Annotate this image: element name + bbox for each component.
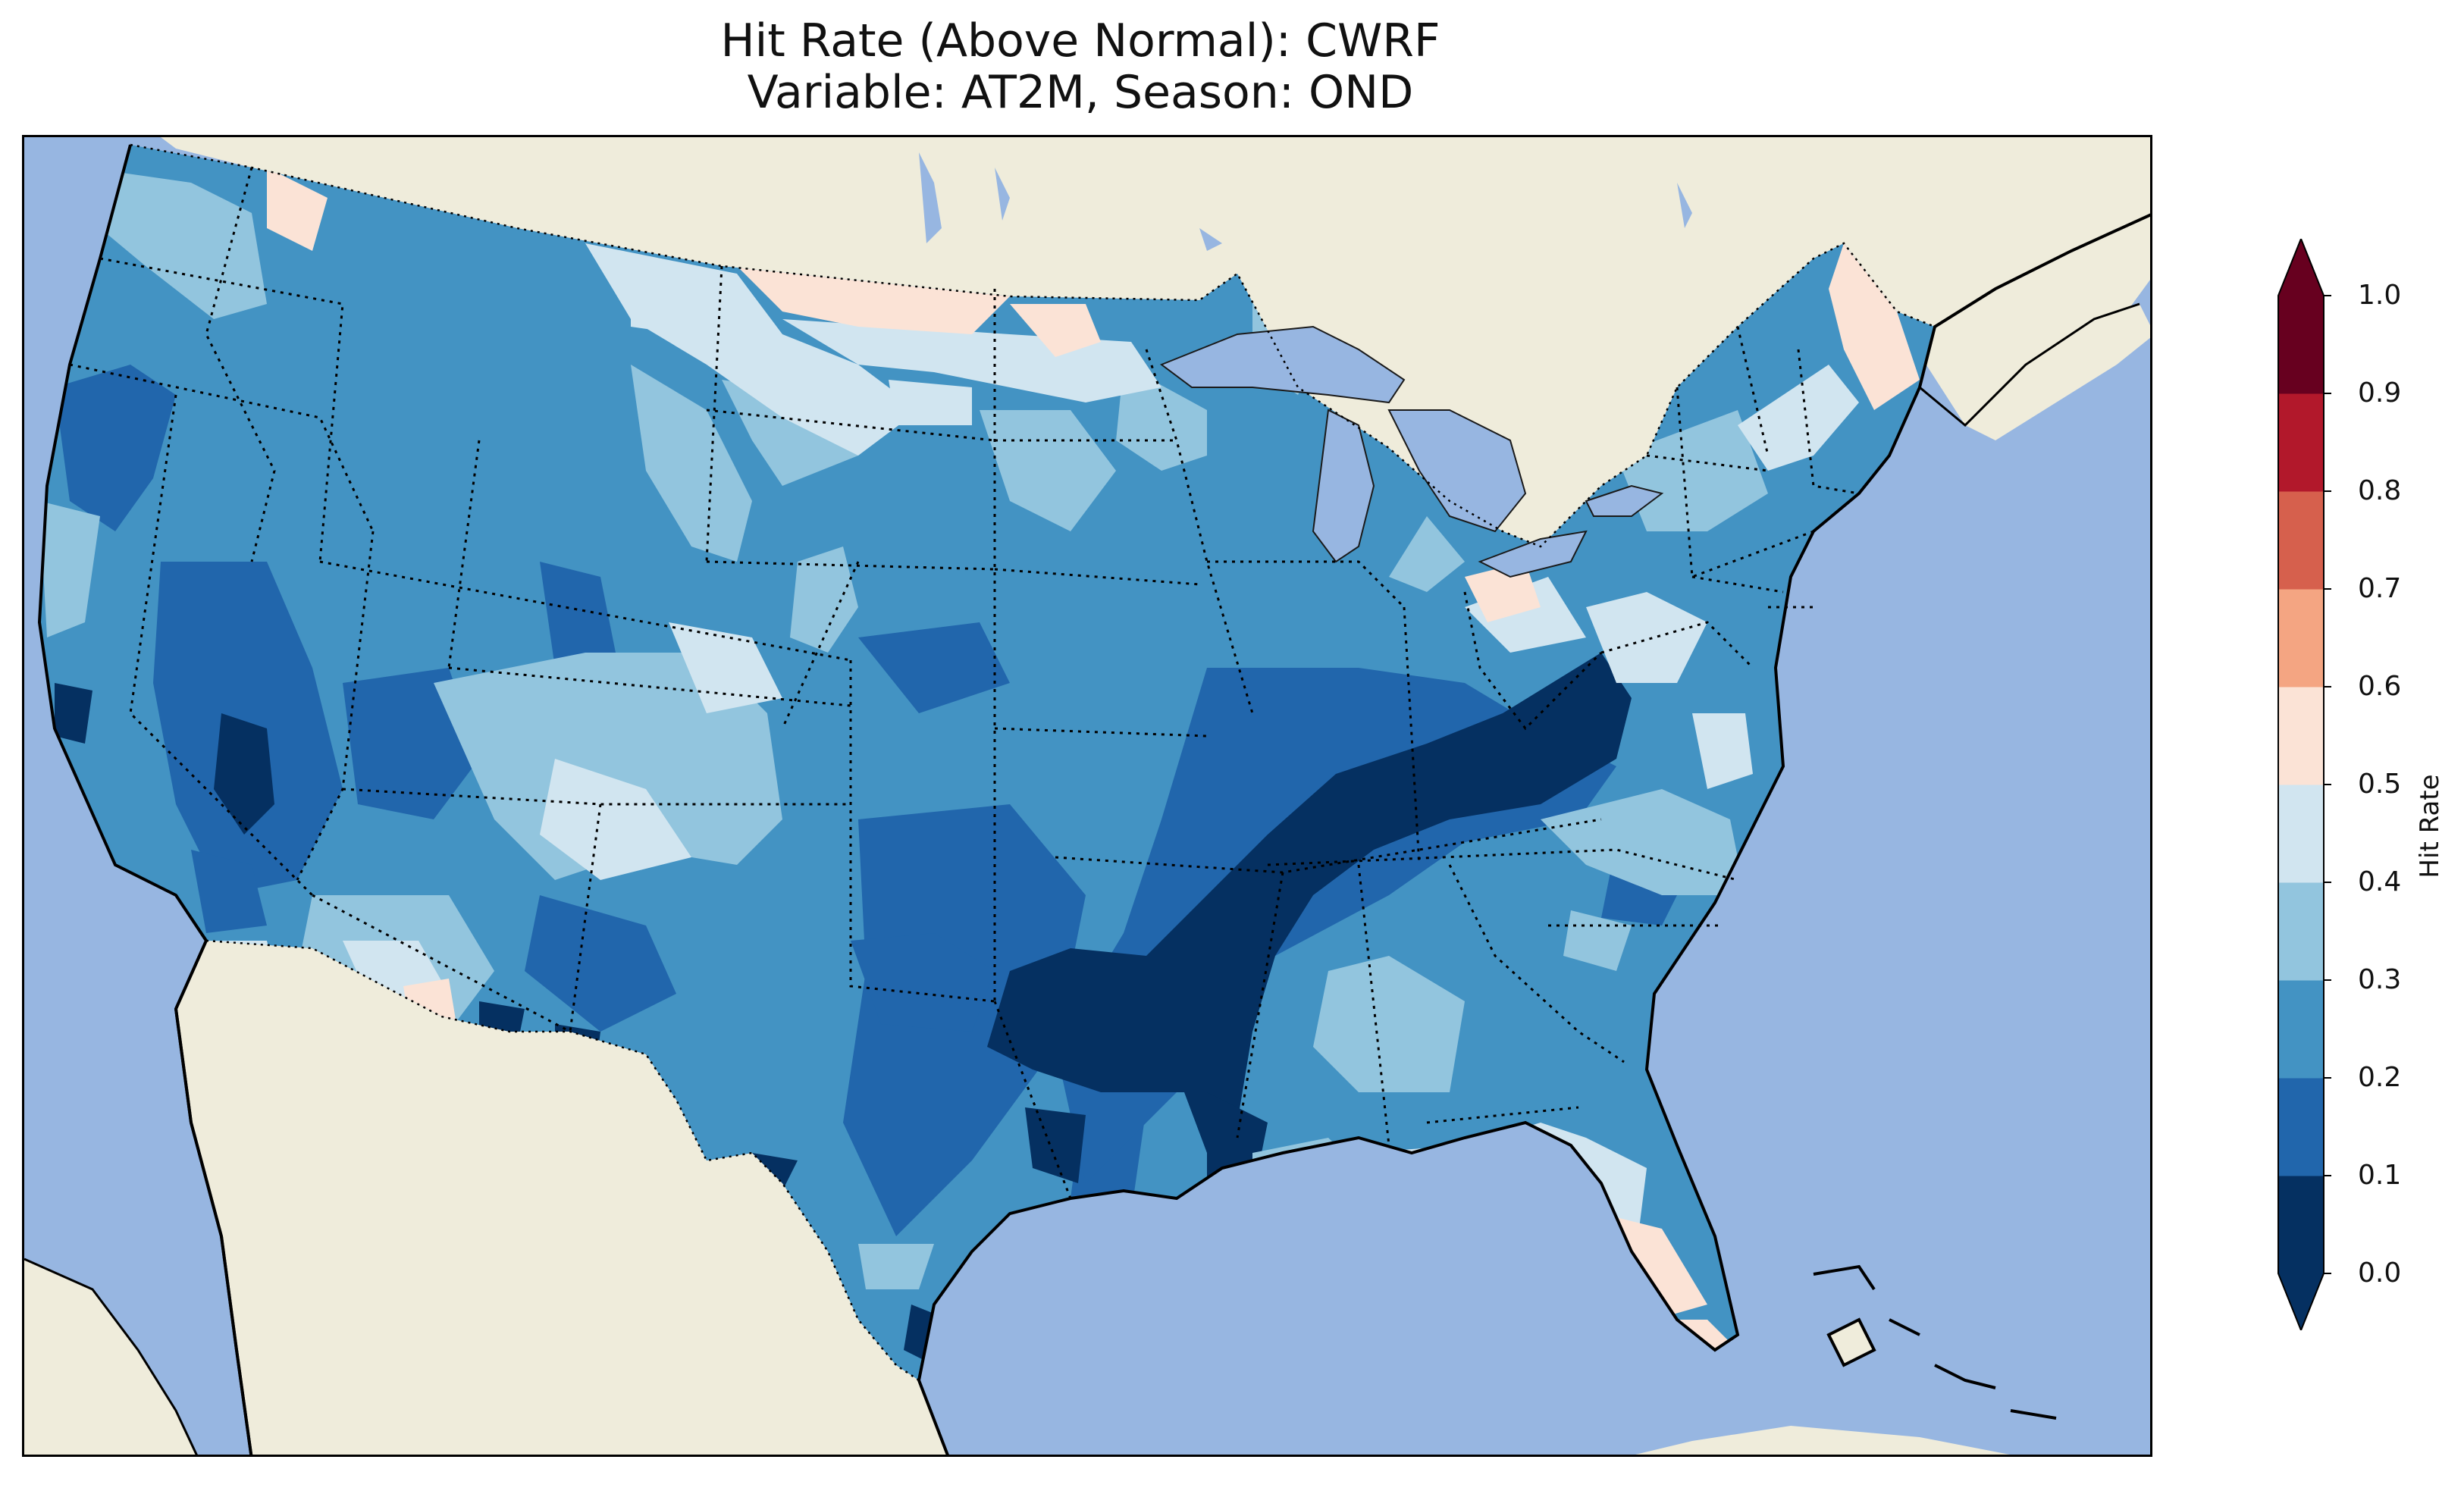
- colorbar-tick-label: 0.4: [2358, 866, 2402, 897]
- colorbar-label: Hit Rate: [2415, 774, 2445, 879]
- lake-superior: [1159, 325, 1406, 404]
- title-line-2: Variable: AT2M, Season: OND: [747, 66, 1414, 119]
- colorbar-tick-label: 0.5: [2358, 769, 2402, 800]
- colorbar-tick-label: 0.1: [2358, 1160, 2402, 1191]
- mexico-coastline: [174, 940, 253, 1455]
- lake-michigan: [1312, 409, 1375, 563]
- map-panel: [22, 135, 2152, 1457]
- colorbar-segment: [2278, 980, 2324, 1079]
- great-lakes: [1159, 325, 1664, 578]
- map-canvas: [24, 137, 2150, 1455]
- colorbar-segment: [2278, 785, 2324, 883]
- colorbar-tick-label: 1.0: [2358, 280, 2402, 311]
- canada-land: [161, 137, 2150, 547]
- colorbar-segment: [2278, 589, 2324, 687]
- state-boundaries: [69, 167, 1860, 1199]
- colorbar-tick-label: 0.0: [2358, 1258, 2402, 1289]
- colorbar-tick-label: 0.7: [2358, 573, 2402, 604]
- colorbar-segment: [2278, 1176, 2324, 1274]
- baja-coastline: [24, 1258, 198, 1455]
- colorbar-tick-label: 0.6: [2358, 671, 2402, 702]
- colorbar-segment: [2278, 1078, 2324, 1176]
- colorbar-tick-label: 0.2: [2358, 1062, 2402, 1093]
- mexico-land: [176, 941, 948, 1455]
- colorbar-extend-over: [2278, 239, 2324, 296]
- colorbar: [2277, 239, 2331, 1330]
- lake-erie: [1478, 530, 1588, 578]
- colorbar-tick-label: 0.8: [2358, 475, 2402, 506]
- chart-title: Hit Rate (Above Normal): CWRF Variable: …: [0, 15, 2161, 118]
- baja-peninsula: [24, 1259, 197, 1455]
- canadian-lakes: [919, 152, 1692, 251]
- colorbar-segment: [2278, 882, 2324, 981]
- canada-coastline: [1919, 302, 2140, 428]
- title-line-1: Hit Rate (Above Normal): CWRF: [720, 14, 1440, 67]
- colorbar-segment: [2278, 491, 2324, 590]
- colorbar-tick-label: 0.3: [2358, 964, 2402, 995]
- lake-ontario: [1585, 484, 1664, 517]
- colorbar-tick-label: 0.9: [2358, 377, 2402, 409]
- caribbean-islands: [1813, 1264, 2057, 1420]
- nova-scotia: [1965, 304, 2150, 440]
- cuba: [1635, 1426, 2010, 1455]
- colorbar-segment: [2278, 296, 2324, 394]
- colorbar-segment: [2278, 393, 2324, 492]
- colorbar-extend-under: [2278, 1273, 2324, 1330]
- colorbar-segment: [2278, 687, 2324, 785]
- bahamas: [1829, 1320, 1874, 1365]
